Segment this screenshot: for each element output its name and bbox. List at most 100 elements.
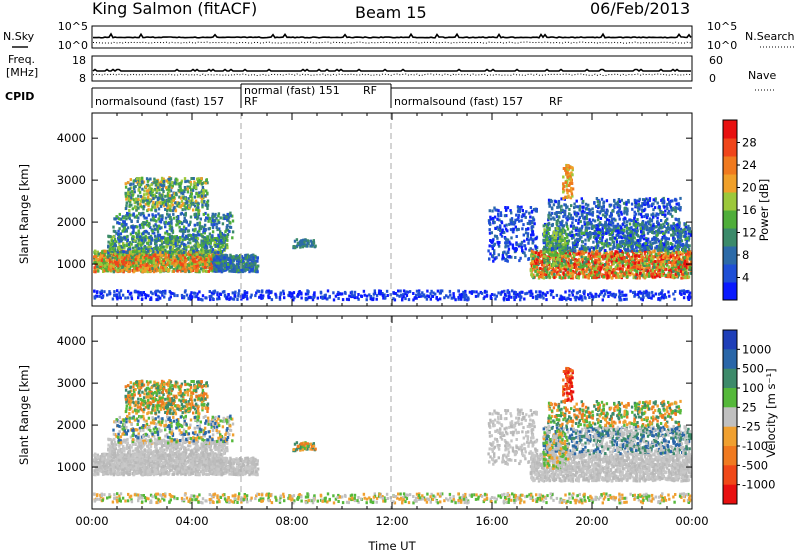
power-cell xyxy=(467,297,470,301)
power-cell xyxy=(231,236,234,240)
power-cell xyxy=(590,265,594,269)
power-cell xyxy=(180,229,183,233)
power-cell xyxy=(131,235,135,239)
power-cell xyxy=(167,263,170,267)
power-cell xyxy=(175,266,178,270)
power-cell xyxy=(213,241,217,244)
power-cell xyxy=(516,209,520,213)
power-cell xyxy=(576,291,579,295)
power-cell xyxy=(119,296,122,300)
power-cell xyxy=(123,246,126,250)
power-cell xyxy=(667,258,671,262)
power-cell xyxy=(166,236,169,240)
power-cell xyxy=(181,202,185,206)
power-cell xyxy=(319,295,323,299)
power-cell xyxy=(164,252,167,256)
power-cell xyxy=(243,263,246,267)
power-cell xyxy=(129,183,132,187)
power-cell xyxy=(225,254,228,258)
power-cell xyxy=(194,227,197,231)
power-cell xyxy=(177,246,180,250)
power-cell xyxy=(119,289,123,293)
power-cell xyxy=(208,266,212,270)
power-cell xyxy=(641,298,644,302)
power-cell xyxy=(220,245,223,249)
power-cell xyxy=(118,239,121,243)
power-cell xyxy=(119,232,123,236)
power-cell xyxy=(249,264,252,268)
power-cell xyxy=(180,200,184,203)
power-cell xyxy=(167,252,171,256)
power-cell xyxy=(530,237,533,241)
power-cell xyxy=(142,223,145,227)
power-cell xyxy=(156,233,160,237)
power-cell xyxy=(105,268,108,272)
power-cell xyxy=(172,199,175,202)
power-cell xyxy=(182,242,186,246)
power-cell xyxy=(137,293,140,297)
power-cell xyxy=(248,262,252,266)
power-cell xyxy=(491,254,495,258)
power-cell xyxy=(117,237,120,241)
power-cell xyxy=(519,256,522,260)
power-cell xyxy=(637,249,640,253)
cpid-label: CPID xyxy=(5,90,34,103)
power-cell xyxy=(129,198,132,202)
power-cell xyxy=(194,265,198,269)
power-cell xyxy=(133,261,137,265)
power-cell xyxy=(526,227,530,231)
power-cell xyxy=(516,292,519,296)
power-cell xyxy=(571,293,574,297)
power-cell xyxy=(564,290,567,294)
power-cell xyxy=(649,269,652,273)
power-cell xyxy=(133,290,137,294)
power-cell xyxy=(122,216,126,220)
power-cell xyxy=(169,177,172,181)
power-cell xyxy=(592,252,595,256)
power-cell xyxy=(135,208,138,212)
power-cell xyxy=(101,254,104,258)
power-cell xyxy=(617,272,620,276)
power-cell xyxy=(200,177,203,180)
power-cell xyxy=(528,248,531,252)
power-cell xyxy=(326,289,330,293)
power-cell xyxy=(189,260,192,264)
power-cell xyxy=(332,291,335,295)
power-cell xyxy=(506,229,509,233)
power-cell xyxy=(235,265,239,269)
power-cell xyxy=(516,243,519,247)
power-cell xyxy=(531,241,534,245)
power-cell xyxy=(109,264,112,268)
power-cell xyxy=(613,295,617,299)
power-cell xyxy=(595,255,598,259)
power-cell xyxy=(212,215,215,219)
power-cell xyxy=(164,265,167,269)
power-cell xyxy=(524,292,527,296)
power-cell xyxy=(206,235,209,239)
power-cell xyxy=(649,274,652,278)
power-cell xyxy=(168,194,172,198)
power-cell xyxy=(179,205,182,209)
power-cell xyxy=(121,224,125,228)
power-cell xyxy=(189,220,192,224)
power-cell xyxy=(198,227,201,231)
power-cell xyxy=(492,259,495,263)
power-cell xyxy=(413,296,417,300)
power-cell xyxy=(219,216,222,220)
power-cell xyxy=(97,269,100,273)
power-cell xyxy=(134,250,137,254)
power-cell xyxy=(174,201,177,205)
power-cell xyxy=(186,201,189,205)
power-cell xyxy=(210,255,213,259)
power-cell xyxy=(152,188,155,192)
power-cell xyxy=(614,273,617,277)
power-cell xyxy=(219,264,223,268)
power-cell xyxy=(164,220,168,224)
power-cell xyxy=(127,243,131,247)
power-cell xyxy=(137,231,141,235)
power-cell xyxy=(168,297,171,301)
power-cell xyxy=(132,213,135,217)
power-cell xyxy=(621,262,624,265)
power-cell xyxy=(195,240,199,244)
power-cell xyxy=(642,270,645,274)
